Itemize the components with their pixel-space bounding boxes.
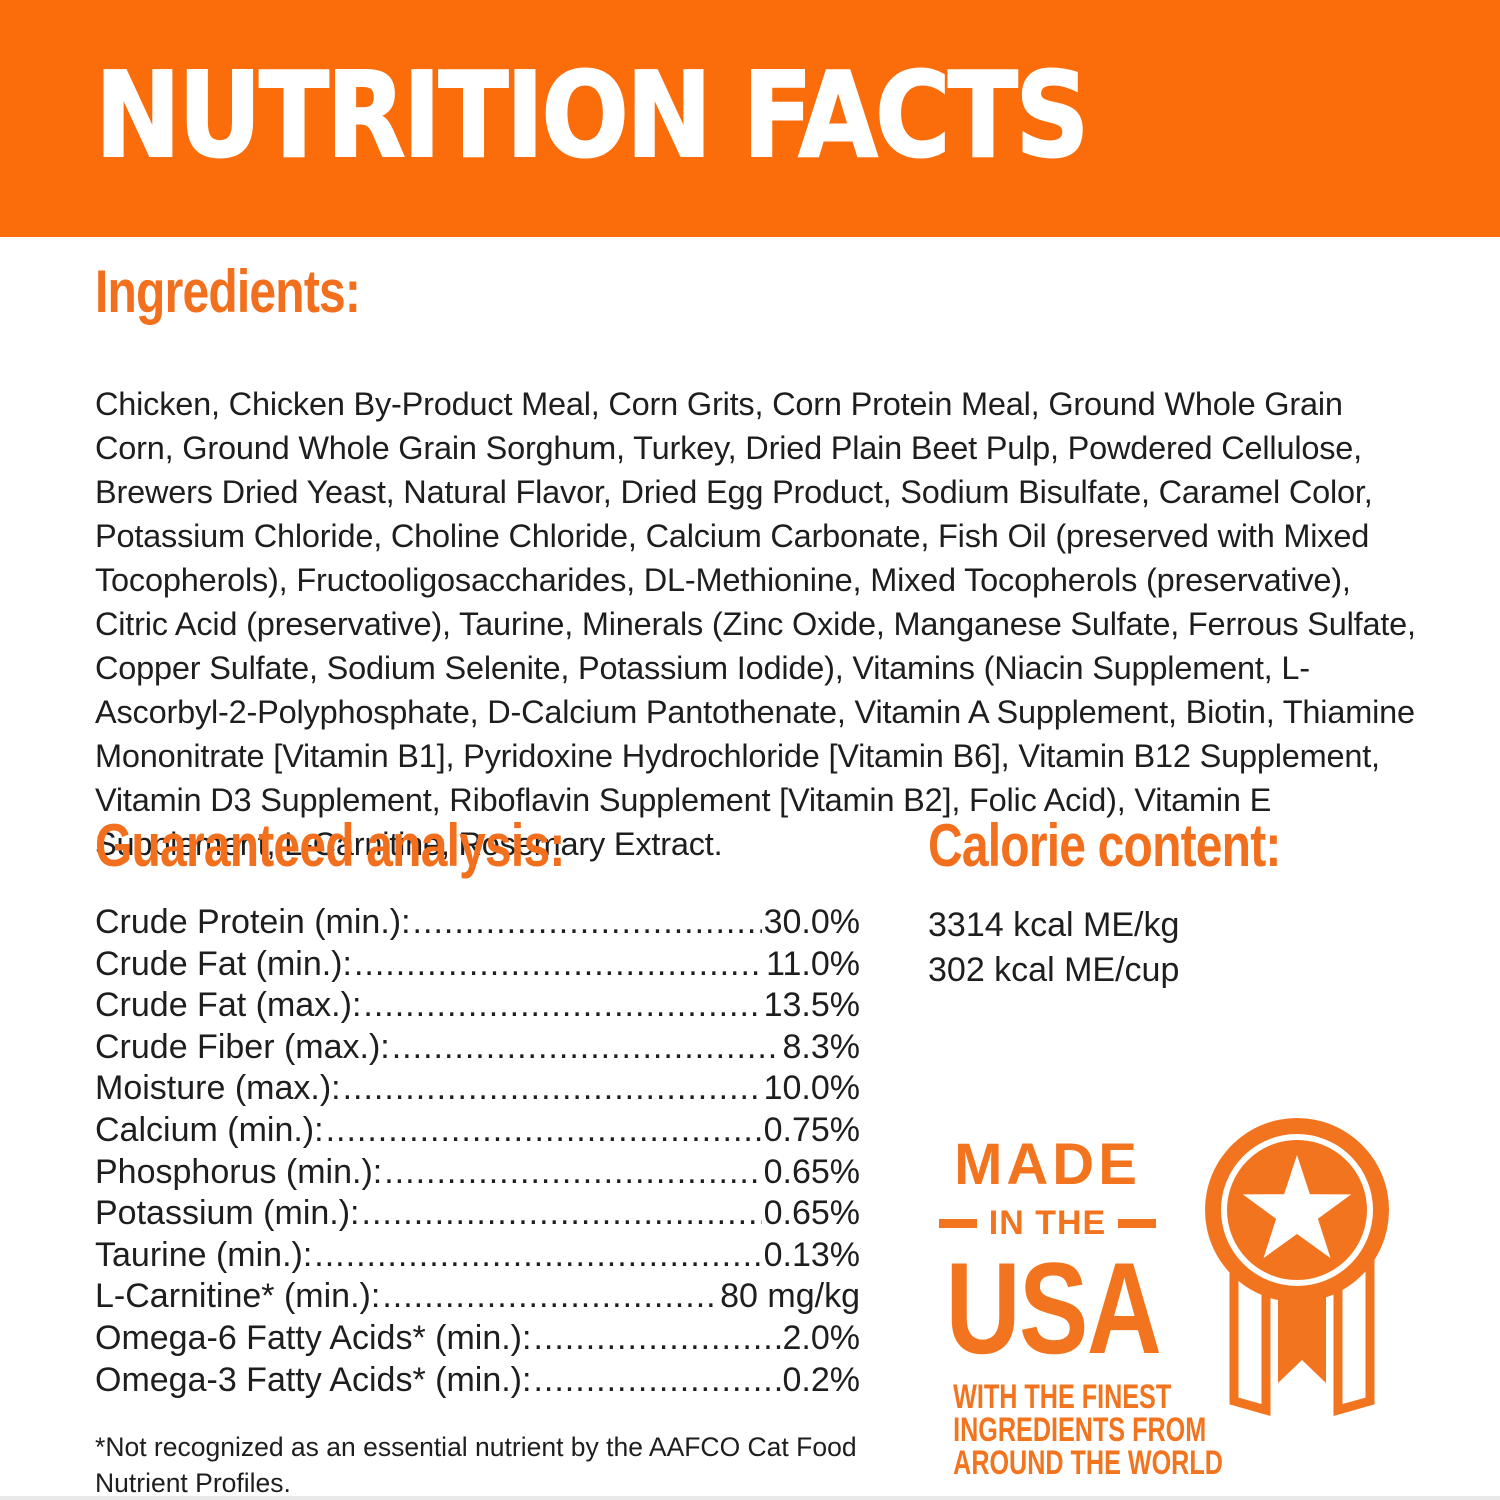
analysis-value: 0.65% <box>763 1152 860 1191</box>
analysis-row: Crude Protein (min.): 30.0% <box>95 903 860 945</box>
analysis-row: L-Carnitine* (min.): 80 mg/kg <box>95 1277 860 1319</box>
analysis-row: Calcium (min.): 0.75% <box>95 1111 860 1153</box>
badge-subtitle-line-2: INGREDIENTS FROM <box>953 1410 1207 1449</box>
ingredients-paragraph: Chicken, Chicken By-Product Meal, Corn G… <box>95 385 1416 862</box>
analysis-label: Potassium (min.): <box>95 1194 360 1233</box>
dot-leader <box>384 1153 761 1192</box>
aafco-footnote: *Not recognized as an essential nutrient… <box>95 1431 857 1498</box>
medal-ribbon-star-icon <box>1205 1118 1389 1416</box>
dot-leader <box>533 1319 780 1358</box>
analysis-value: 0.75% <box>763 1110 860 1149</box>
badge-usa-line: USA <box>945 1235 1162 1381</box>
analysis-row: Crude Fat (min.): 11.0% <box>95 945 860 987</box>
ingredients-heading: Ingredients: <box>95 258 361 325</box>
analysis-value: 8.3% <box>782 1027 861 1066</box>
analysis-label: Taurine (min.): <box>95 1235 313 1274</box>
analysis-label: Phosphorus (min.): <box>95 1152 383 1191</box>
analysis-label: Omega-3 Fatty Acids* (min.): <box>95 1360 532 1399</box>
dot-leader <box>362 1194 762 1233</box>
dot-leader <box>343 1069 762 1108</box>
analysis-label: Crude Fiber (max.): <box>95 1027 390 1066</box>
medal-star <box>1242 1155 1352 1259</box>
guaranteed-analysis-heading: Guaranteed analysis: <box>95 812 565 879</box>
analysis-label: Crude Fat (max.): <box>95 986 362 1025</box>
dot-leader <box>413 903 762 942</box>
badge-subtitle-line-1: WITH THE FINEST <box>953 1377 1172 1416</box>
dash-right <box>1118 1218 1157 1228</box>
analysis-row: Omega-3 Fatty Acids* (min.): 0.2% <box>95 1361 860 1403</box>
dot-leader <box>533 1361 780 1400</box>
analysis-row: Phosphorus (min.): 0.65% <box>95 1153 860 1195</box>
analysis-label: Crude Protein (min.): <box>95 903 411 941</box>
analysis-value: 11.0% <box>766 944 860 983</box>
analysis-value: 0.2% <box>782 1360 861 1399</box>
badge-in-the-line: IN THE <box>920 1206 1175 1240</box>
dot-leader <box>363 986 761 1025</box>
badge-in-the-label: IN THE <box>988 1204 1107 1242</box>
dot-leader <box>382 1277 718 1316</box>
analysis-label: Calcium (min.): <box>95 1110 324 1149</box>
made-in-usa-badge: MADE IN THE USA WITH THE FINEST INGREDIE… <box>920 1100 1400 1480</box>
analysis-row: Crude Fat (max.): 13.5% <box>95 986 860 1028</box>
analysis-value: 13.5% <box>763 986 860 1025</box>
dot-leader <box>326 1111 762 1150</box>
badge-subtitle: WITH THE FINEST INGREDIENTS FROM AROUND … <box>953 1377 1223 1482</box>
analysis-value: 2.0% <box>782 1318 861 1357</box>
medal-ring <box>1221 1134 1373 1286</box>
analysis-label: Crude Fat (min.): <box>95 944 352 983</box>
dash-left <box>938 1218 977 1228</box>
calorie-content-heading: Calorie content: <box>928 812 1281 879</box>
dot-leader <box>314 1236 761 1275</box>
analysis-value: 80 mg/kg <box>720 1277 860 1316</box>
analysis-value: 10.0% <box>763 1069 860 1108</box>
analysis-label: Omega-6 Fatty Acids* (min.): <box>95 1318 532 1357</box>
analysis-value: 0.13% <box>763 1235 860 1274</box>
calorie-content-values: 3314 kcal ME/kg 302 kcal ME/cup <box>928 903 1179 993</box>
analysis-row: Potassium (min.): 0.65% <box>95 1194 860 1236</box>
analysis-row: Omega-6 Fatty Acids* (min.): 2.0% <box>95 1319 860 1361</box>
page-title: NUTRITION FACTS <box>94 46 1090 184</box>
calorie-kg-line: 3314 kcal ME/kg <box>928 906 1180 944</box>
badge-subtitle-line-3: AROUND THE WORLD <box>953 1443 1223 1482</box>
header-band: NUTRITION FACTS <box>0 0 1500 237</box>
analysis-value: 0.65% <box>763 1194 860 1233</box>
dot-leader <box>392 1028 781 1067</box>
analysis-label: Moisture (max.): <box>95 1069 341 1108</box>
analysis-row: Moisture (max.): 10.0% <box>95 1069 860 1111</box>
analysis-value: 30.0% <box>763 903 860 941</box>
image-bottom-edge <box>0 1496 1500 1500</box>
calorie-cup-line: 302 kcal ME/cup <box>928 951 1180 989</box>
analysis-row: Taurine (min.): 0.13% <box>95 1236 860 1278</box>
dot-leader <box>354 945 764 984</box>
badge-made-line: MADE <box>954 1132 1141 1197</box>
guaranteed-analysis-list: Crude Protein (min.): 30.0% Crude Fat (mi… <box>95 903 860 1402</box>
made-in-usa-text: MADE IN THE USA WITH THE FINEST INGREDIE… <box>920 1100 1223 1482</box>
analysis-label: L-Carnitine* (min.): <box>95 1277 381 1316</box>
analysis-row: Crude Fiber (max.): 8.3% <box>95 1028 860 1070</box>
